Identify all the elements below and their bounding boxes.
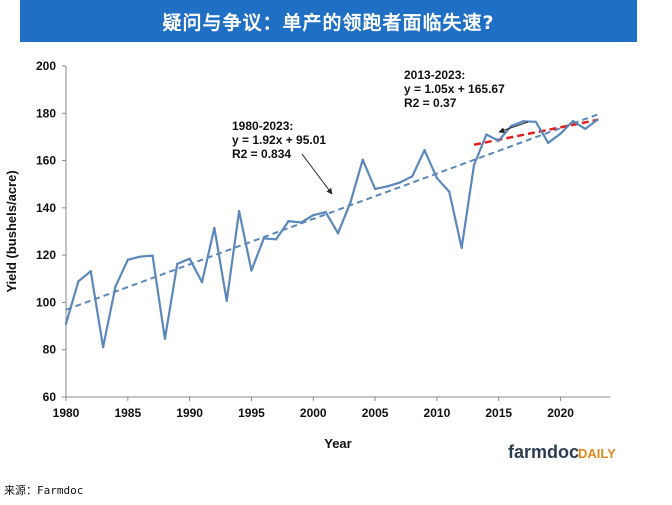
x-tick-label: 1985 — [114, 406, 141, 420]
data-point-1995 — [250, 269, 253, 272]
x-tick-label: 2015 — [485, 406, 512, 420]
annotation-2013-2023-line: R2 = 0.37 — [404, 96, 457, 110]
data-point-1985 — [126, 258, 130, 262]
data-point-1982 — [89, 270, 92, 273]
data-point-2006 — [386, 185, 389, 188]
data-point-2005 — [373, 187, 377, 191]
y-tick-label: 160 — [36, 154, 56, 168]
data-point-1992 — [213, 226, 216, 230]
x-axis-title: Year — [324, 436, 351, 451]
logo-brand: farmdoc — [508, 442, 579, 462]
data-point-1989 — [176, 262, 179, 266]
data-point-1986 — [138, 255, 142, 258]
yield-series-line — [64, 118, 599, 349]
data-point-2017 — [522, 120, 525, 123]
data-point-1984 — [114, 285, 117, 288]
chart-title-banner: 疑问与争议：单产的领跑者面临失速? — [20, 0, 637, 42]
data-point-2020 — [559, 132, 562, 135]
data-point-1991 — [200, 280, 204, 284]
data-point-1988 — [163, 337, 167, 341]
data-point-2010 — [435, 176, 439, 180]
y-tick-label: 100 — [36, 295, 56, 309]
data-point-2007 — [398, 181, 402, 184]
annotation-1980-2023-arrow — [301, 153, 333, 195]
y-tick-label: 60 — [43, 390, 57, 404]
data-point-2013 — [472, 163, 476, 167]
x-tick-label: 2000 — [300, 406, 327, 420]
y-tick-label: 120 — [36, 248, 56, 262]
banner-title: 疑问与争议：单产的领跑者面临失速? — [162, 11, 495, 34]
y-tick-label: 80 — [43, 343, 57, 357]
x-tick-label: 1995 — [238, 406, 265, 420]
data-point-2001 — [324, 210, 327, 214]
data-point-2015 — [497, 139, 500, 142]
data-point-2018 — [534, 120, 538, 123]
x-tick-label: 1990 — [176, 406, 203, 420]
data-point-1996 — [262, 237, 266, 240]
data-point-2004 — [361, 158, 364, 162]
farmdoc-logo: farmdoc DAILY — [508, 442, 616, 462]
trendline-1980-2023 — [65, 113, 598, 311]
source-note: 来源：Farmdoc — [4, 484, 84, 497]
x-tick-label: 2005 — [362, 406, 389, 420]
data-point-2016 — [509, 124, 513, 128]
y-tick-label: 200 — [36, 59, 56, 73]
data-point-2008 — [410, 175, 414, 178]
data-point-2019 — [546, 141, 550, 145]
data-point-1998 — [287, 219, 290, 223]
annotation-1980-2023-line: y = 1.92x + 95.01 — [232, 133, 326, 147]
data-point-2014 — [485, 133, 488, 136]
y-tick-label: 180 — [36, 106, 56, 120]
annotation-1980-2023-line: R2 = 0.834 — [232, 147, 291, 161]
y-axis-title: Yield (bushels/acre) — [4, 170, 19, 292]
data-point-2022 — [584, 127, 587, 131]
data-point-1987 — [151, 254, 154, 257]
annotation-2013-2023-line: 2013-2023: — [404, 68, 465, 82]
data-point-2021 — [571, 119, 575, 123]
annotation-2013-2023-arrow — [498, 121, 529, 134]
data-point-2009 — [423, 148, 426, 152]
x-tick-label: 1980 — [53, 406, 80, 420]
logo-suffix: DAILY — [578, 446, 616, 461]
annotation-1980-2023-line: 1980-2023: — [232, 119, 293, 133]
data-point-1999 — [299, 221, 303, 224]
data-point-1981 — [77, 280, 80, 283]
data-point-1994 — [237, 209, 241, 213]
data-point-2000 — [312, 213, 315, 217]
x-tick-label: 2010 — [424, 406, 451, 420]
data-point-2012 — [460, 246, 463, 250]
data-point-2002 — [336, 231, 340, 235]
data-point-1983 — [101, 345, 105, 349]
data-point-2023 — [596, 118, 599, 121]
y-tick-label: 140 — [36, 201, 56, 215]
x-tick-label: 2020 — [547, 406, 574, 420]
data-point-1980 — [64, 322, 68, 325]
data-point-1993 — [225, 299, 228, 302]
data-point-1990 — [188, 257, 191, 260]
data-point-2011 — [448, 190, 451, 193]
annotation-2013-2023-line: y = 1.05x + 165.67 — [404, 82, 505, 96]
data-point-1997 — [274, 238, 278, 241]
data-point-2003 — [349, 201, 352, 204]
